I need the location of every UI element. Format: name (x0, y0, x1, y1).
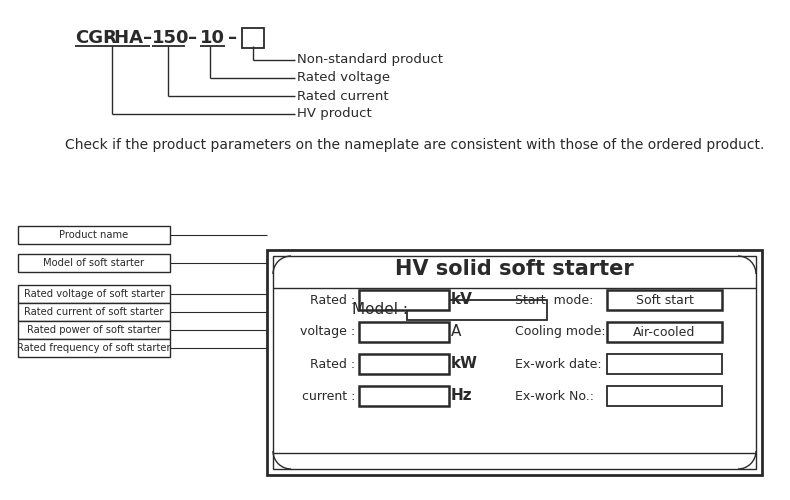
Text: HV solid soft starter: HV solid soft starter (395, 259, 634, 279)
Text: A: A (451, 324, 461, 340)
Text: Rated frequency of soft starter: Rated frequency of soft starter (17, 343, 171, 353)
Text: Rated :: Rated : (310, 294, 355, 306)
Bar (18, 254, 170, 272)
Bar (359, 354, 449, 374)
Text: Cooling mode:: Cooling mode: (515, 326, 606, 338)
Bar (18, 226, 170, 244)
Text: HV product: HV product (297, 108, 372, 120)
Text: Rated :: Rated : (310, 358, 355, 370)
Bar (267, 250, 762, 475)
Text: Soft start: Soft start (636, 294, 694, 306)
Bar (359, 322, 449, 342)
Bar (607, 386, 722, 406)
Bar (607, 322, 722, 342)
Bar (18, 321, 170, 339)
Bar (407, 300, 547, 320)
Text: 150: 150 (152, 29, 190, 47)
Text: Model :: Model : (352, 302, 408, 318)
Text: Rated voltage of soft starter: Rated voltage of soft starter (24, 289, 164, 299)
Bar (273, 256, 756, 469)
Text: Model of soft starter: Model of soft starter (43, 258, 145, 268)
Bar (18, 285, 170, 303)
Bar (242, 28, 264, 48)
Text: Rated current: Rated current (297, 90, 389, 102)
Text: voltage :: voltage : (300, 326, 355, 338)
Text: Air-cooled: Air-cooled (634, 326, 696, 338)
Text: Hz: Hz (451, 388, 472, 404)
Bar (607, 290, 722, 310)
Text: current :: current : (302, 390, 355, 402)
Bar (359, 290, 449, 310)
Text: Ex-work date:: Ex-work date: (515, 358, 602, 370)
Text: Rated voltage: Rated voltage (297, 72, 390, 85)
Bar (359, 386, 449, 406)
Text: Rated current of soft starter: Rated current of soft starter (24, 307, 164, 317)
Text: Ex-work No.:: Ex-work No.: (515, 390, 594, 402)
Text: kW: kW (451, 356, 478, 372)
Text: –: – (188, 29, 198, 47)
Bar (18, 303, 170, 321)
Text: Product name: Product name (59, 230, 129, 240)
Text: kV: kV (451, 292, 473, 308)
Bar (607, 354, 722, 374)
Text: Start  mode:: Start mode: (515, 294, 593, 306)
Text: 10: 10 (200, 29, 225, 47)
Text: Non-standard product: Non-standard product (297, 54, 443, 66)
Text: –: – (228, 29, 237, 47)
Text: Rated power of soft starter: Rated power of soft starter (27, 325, 161, 335)
Text: Check if the product parameters on the nameplate are consistent with those of th: Check if the product parameters on the n… (65, 138, 765, 152)
Bar (18, 339, 170, 357)
Text: –HA–: –HA– (105, 29, 152, 47)
Text: CGR: CGR (75, 29, 117, 47)
